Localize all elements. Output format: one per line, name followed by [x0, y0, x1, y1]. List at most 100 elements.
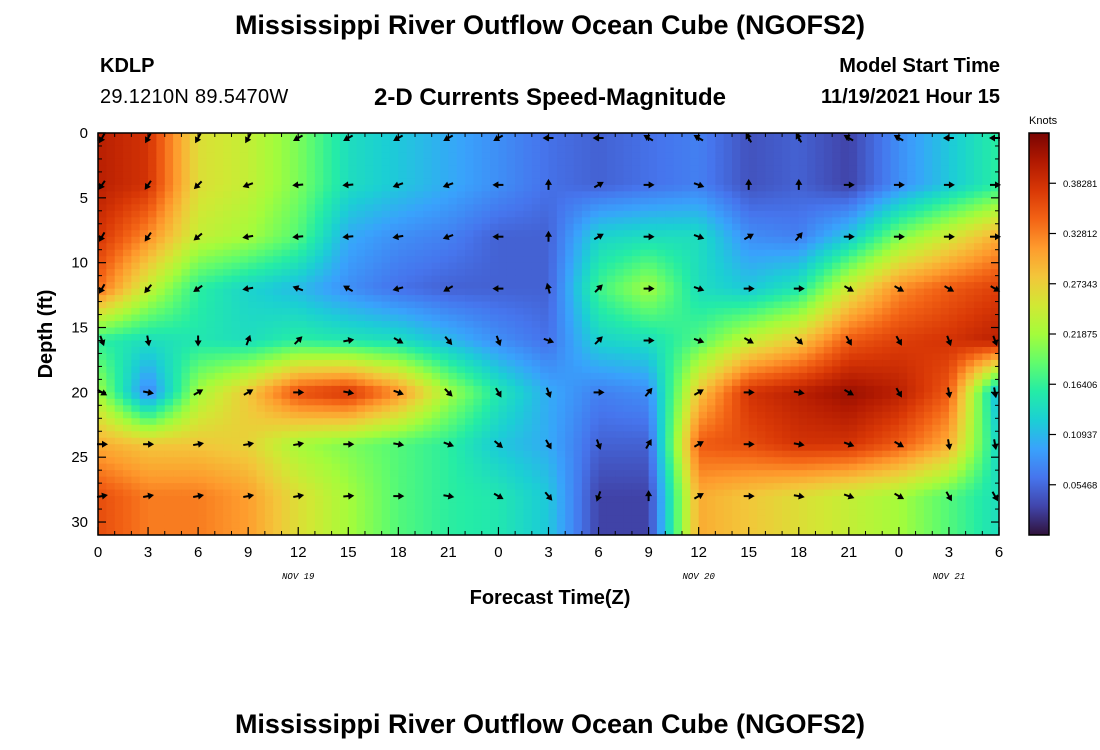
- heatmap-cell: [498, 223, 508, 231]
- heatmap-cell: [848, 236, 858, 244]
- heatmap-cell: [373, 366, 383, 374]
- heatmap-cell: [389, 152, 399, 160]
- heatmap-cell: [156, 398, 166, 406]
- heatmap-cell: [673, 321, 683, 329]
- heatmap-cell: [289, 379, 299, 387]
- heatmap-cell: [415, 236, 424, 244]
- heatmap-cell: [314, 282, 324, 290]
- heatmap-cell: [823, 359, 833, 368]
- heatmap-cell: [965, 398, 975, 406]
- heatmap-cell: [164, 178, 174, 186]
- heatmap-cell: [148, 165, 157, 173]
- heatmap-cell: [965, 327, 975, 335]
- heatmap-cell: [757, 405, 766, 413]
- heatmap-cell: [239, 372, 249, 380]
- heatmap-cell: [423, 210, 433, 218]
- heatmap-cell: [415, 197, 424, 205]
- heatmap-cell: [757, 334, 766, 342]
- heatmap-cell: [181, 411, 191, 419]
- heatmap-cell: [198, 158, 208, 167]
- heatmap-cell: [556, 158, 566, 167]
- heatmap-cell: [590, 217, 600, 225]
- heatmap-cell: [164, 282, 174, 290]
- heatmap-cell: [356, 340, 366, 348]
- heatmap-cell: [465, 321, 475, 329]
- heatmap-cell: [415, 178, 424, 186]
- heatmap-cell: [181, 353, 191, 361]
- heatmap-cell: [798, 262, 808, 270]
- heatmap-cell: [223, 165, 233, 173]
- heatmap-cell: [381, 392, 391, 400]
- heatmap-cell: [573, 424, 583, 432]
- heatmap-cell: [440, 321, 449, 329]
- heatmap-cell: [173, 366, 183, 374]
- heatmap-cell: [498, 210, 508, 218]
- heatmap-cell: [281, 197, 291, 205]
- heatmap-cell: [757, 321, 766, 329]
- heatmap-cell: [164, 353, 174, 361]
- heatmap-cell: [339, 424, 349, 432]
- heatmap-cell: [757, 210, 766, 218]
- heatmap-cell: [615, 314, 625, 322]
- heatmap-cell: [490, 359, 500, 368]
- heatmap-cell: [673, 301, 683, 309]
- heatmap-cell: [273, 269, 283, 277]
- heatmap-cell: [631, 269, 641, 277]
- heatmap-cell: [323, 366, 333, 374]
- heatmap-cell: [907, 398, 917, 406]
- heatmap-cell: [807, 217, 817, 225]
- heatmap-cell: [915, 197, 925, 205]
- heatmap-cell: [973, 204, 983, 212]
- heatmap-cell: [123, 327, 132, 335]
- heatmap-cell: [131, 327, 141, 335]
- heatmap-cell: [364, 288, 374, 296]
- heatmap-cell: [615, 340, 625, 348]
- heatmap-cell: [364, 133, 374, 141]
- heatmap-cell: [306, 217, 316, 225]
- heatmap-cell: [623, 346, 633, 355]
- heatmap-cell: [540, 411, 550, 419]
- heatmap-cell: [982, 191, 992, 199]
- heatmap-cell: [256, 340, 266, 348]
- heatmap-cell: [606, 359, 616, 368]
- heatmap-cell: [156, 165, 166, 173]
- heatmap-cell: [982, 301, 992, 309]
- heatmap-cell: [873, 158, 883, 167]
- heatmap-cell: [289, 171, 299, 179]
- heatmap-cell: [898, 256, 908, 264]
- heatmap-cell: [314, 197, 324, 205]
- heatmap-cell: [882, 405, 892, 413]
- heatmap-cell: [623, 145, 633, 154]
- heatmap-cell: [106, 249, 116, 257]
- heatmap-cell: [782, 411, 792, 419]
- heatmap-cell: [832, 204, 842, 212]
- heatmap-cell: [389, 165, 399, 173]
- heatmap-cell: [832, 230, 842, 238]
- heatmap-cell: [389, 418, 399, 426]
- heatmap-cell: [498, 411, 508, 419]
- heatmap-cell: [782, 145, 792, 154]
- heatmap-cell: [98, 366, 107, 374]
- heatmap-cell: [898, 184, 908, 192]
- heatmap-cell: [306, 230, 316, 238]
- heatmap-cell: [890, 321, 900, 329]
- heatmap-cell: [515, 262, 525, 270]
- heatmap-cell: [748, 379, 758, 387]
- heatmap-cell: [598, 288, 608, 296]
- heatmap-cell: [239, 411, 249, 419]
- heatmap-cell: [698, 275, 708, 283]
- heatmap-cell: [665, 210, 675, 218]
- heatmap-cell: [364, 282, 374, 290]
- heatmap-cell: [823, 282, 833, 290]
- heatmap-cell: [890, 295, 900, 303]
- heatmap-cell: [356, 308, 366, 316]
- heatmap-cell: [523, 249, 533, 257]
- heatmap-cell: [123, 139, 132, 147]
- heatmap-cell: [498, 171, 508, 179]
- heatmap-cell: [481, 334, 491, 342]
- heatmap-cell: [206, 431, 216, 439]
- heatmap-cell: [565, 191, 575, 199]
- heatmap-cell: [306, 366, 316, 374]
- heatmap-cell: [656, 392, 666, 400]
- heatmap-cell: [815, 171, 825, 179]
